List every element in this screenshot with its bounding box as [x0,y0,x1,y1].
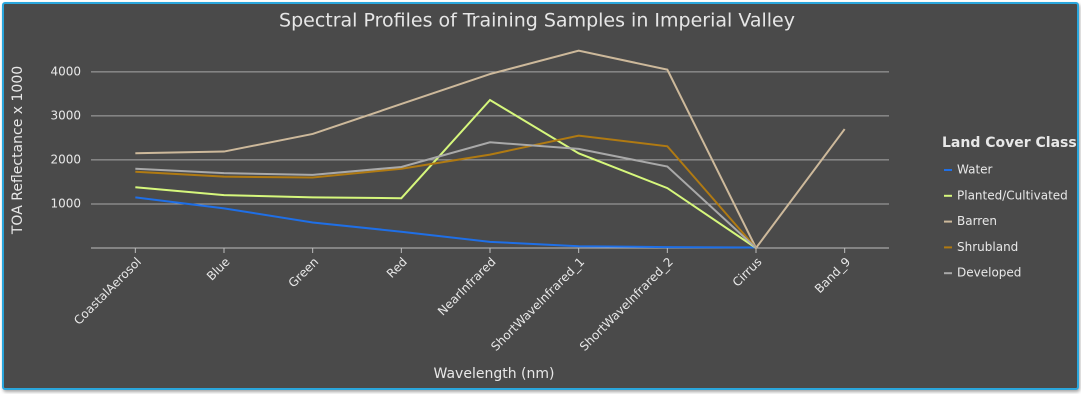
x-tick-label: ShortWaveInfrared_2 [577,255,676,354]
x-tick-label: Red [384,255,410,281]
legend-label: Barren [957,214,997,228]
x-tick-label: Cirrus [730,255,765,290]
series-line [135,141,757,249]
legend-label: Developed [957,266,1021,280]
legend-label: Shrubland [957,240,1018,254]
y-tick-label: 2000 [50,152,81,166]
y-tick-label: 3000 [50,108,81,122]
legend-label: Planted/Cultivated [957,188,1068,202]
chart-title: Spectral Profiles of Training Samples in… [279,10,795,32]
x-tick-label: NearInfrared [435,255,499,319]
x-tick-label: Green [286,255,322,291]
series-line [135,196,757,249]
x-tick-label: Band_9 [812,255,853,296]
x-axis-title: Wavelength (nm) [434,366,555,382]
series-line [135,49,846,250]
x-tick-label: CoastalAerosol [71,255,144,328]
x-tick-label: ShortWaveInfrared_1 [488,255,587,354]
y-tick-label: 1000 [50,196,81,210]
legend-label: Water [957,163,993,177]
y-tick-label: 4000 [50,64,81,78]
x-tick-label: Blue [204,255,233,284]
y-axis-title: TOA Reflectance x 1000 [10,66,26,235]
series-line [135,98,757,249]
series-line [135,134,757,249]
legend-title: Land Cover Class [942,135,1077,151]
